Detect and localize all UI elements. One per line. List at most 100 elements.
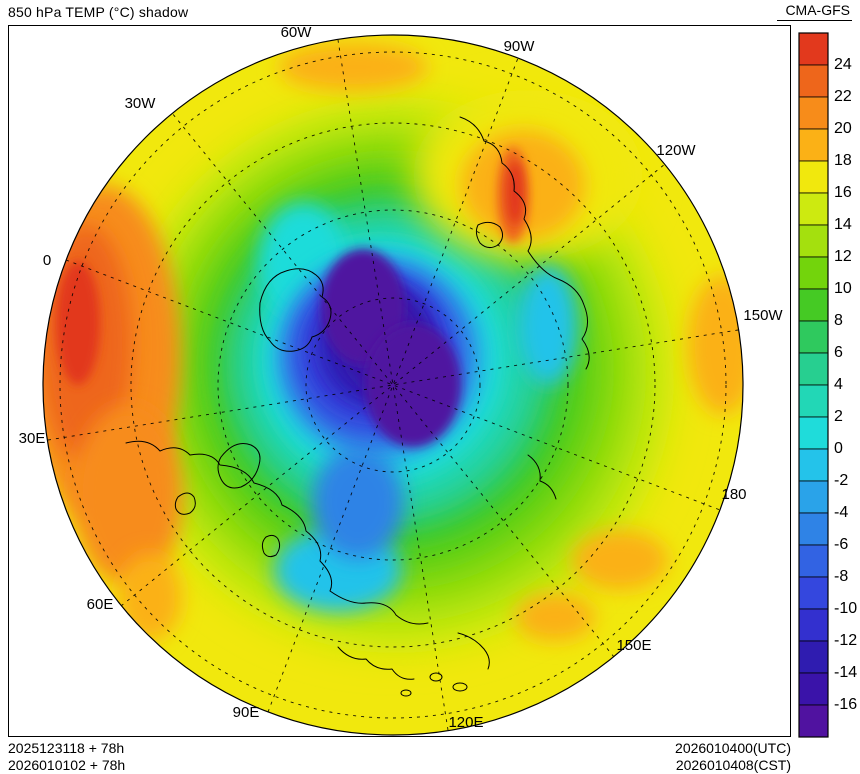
coastline-kamchatka [527,454,557,500]
latitude-circle [59,51,727,719]
coastline-se-asia [337,646,415,680]
latitude-circle [305,297,481,473]
coastline-scandinavia [217,443,261,489]
warm-rim-top [278,43,428,91]
coastlines [125,116,590,697]
colorbar-border [798,32,829,738]
lon-label-90w: 90W [504,38,536,55]
colorbar-tick-label: -14 [834,664,857,681]
colorbar-tick-label: 6 [834,344,843,361]
footer-init-times: 2025123118 + 78h 2026010102 + 78h [8,740,125,774]
warm-rim-lower-right-2 [515,593,595,641]
colorbar-tick-labels: 24 22 20 18 16 14 12 10 8 6 4 2 0 -2 -4 … [834,56,857,713]
colorbar-tick-label: 16 [834,184,852,201]
warm-rim-bottom-left [118,553,182,641]
coastline-greenland [259,268,332,352]
warm-rim-right [688,275,743,415]
coastline-island [452,682,468,692]
colorbar-cell [798,448,829,482]
warm-rim-lower-right-1 [572,530,668,590]
cold-tongue-right [518,265,578,385]
colorbar-cell [798,704,829,738]
colorbar-tick-label: 2 [834,408,843,425]
lon-label-0: 0 [43,252,51,269]
colorbar-cell [798,320,829,354]
coastline-north-america [459,116,590,370]
warm-rim-left-hot [56,261,100,385]
page-title: 850 hPa TEMP (°C) shadow [8,4,189,20]
lon-label-60e: 60E [87,596,114,613]
colorbar-cells [798,32,829,738]
colorbar-cell [798,672,829,706]
lon-label-30e: 30E [19,430,46,447]
colorbar-tick-label: 22 [834,88,852,105]
coastline-island [400,689,412,697]
lon-label-150w: 150W [743,307,783,324]
colorbar-cell [798,64,829,98]
lon-label-90e: 90E [233,704,260,721]
lon-label-60w: 60W [281,24,313,41]
colorbar-cell [798,224,829,258]
colorbar-cell [798,128,829,162]
colorbar-tick-label: 20 [834,120,852,137]
temperature-colorbar: 24 22 20 18 16 14 12 10 8 6 4 2 0 -2 -4 … [798,32,857,738]
coastline-island [429,672,443,682]
colorbar-tick-label: 18 [834,152,852,169]
colorbar-tick-label: -6 [834,536,848,553]
colorbar-cell [798,608,829,642]
coastline-caspian [261,534,281,558]
colorbar-cell [798,160,829,194]
colorbar-tick-label: -8 [834,568,848,585]
colorbar-cell [798,192,829,226]
colorbar-cell [798,384,829,418]
polar-temperature-map: 0 30E 60E 90E 120E 150E 180 150W 120W 90… [8,24,791,737]
coastline-eurasia [125,440,429,625]
lon-label-120e: 120E [448,714,483,731]
cold-blue-arm-south [312,447,404,559]
colorbar-cell [798,544,829,578]
colorbar-cell [798,32,829,66]
colorbar-tick-label: -4 [834,504,848,521]
footer-valid-times: 2026010400(UTC) 2026010408(CST) [675,740,791,774]
colorbar-cell [798,96,829,130]
warm-streak-core [506,161,524,225]
init-time-utc: 2025123118 + 78h [8,740,125,756]
colorbar-cell [798,480,829,514]
colorbar-tick-label: -2 [834,472,848,489]
colorbar-tick-label: 8 [834,312,843,329]
coastline-britain [174,492,196,515]
latitude-circle [217,209,569,561]
coastline-island [475,221,504,249]
init-time-cst: 2026010102 + 78h [8,757,126,773]
colorbar-tick-label: 0 [834,440,843,457]
model-label: CMA-GFS [777,2,852,21]
colorbar-tick-label: 10 [834,280,852,297]
colorbar-cell [798,576,829,610]
meridian-60e-120w [120,163,666,607]
colorbar-tick-label: -12 [834,632,857,649]
colorbar-cell [798,256,829,290]
plot-frame [8,25,791,737]
lon-label-180: 180 [721,486,746,503]
colorbar-tick-label: -10 [834,600,857,617]
colorbar-tick-label: -16 [834,696,857,713]
colorbar-tick-label: 14 [834,216,852,233]
meridian-150e-30w [171,112,615,658]
coastline-japan [457,632,490,670]
colorbar-cell [798,352,829,386]
colorbar-cell [798,640,829,674]
colorbar-tick-label: 24 [834,56,852,73]
cold-core-south [365,323,461,447]
map-boundary-circle [42,34,744,736]
colorbar-cell [798,416,829,450]
warm-rim-lower-left [73,405,183,585]
lon-label-150e: 150E [616,637,651,654]
longitude-labels: 0 30E 60E 90E 120E 150E 180 150W 120W 90… [19,24,784,731]
colorbar-tick-label: 12 [834,248,852,265]
valid-time-utc: 2026010400(UTC) [675,740,791,756]
lon-label-30w: 30W [125,95,157,112]
graticule [47,39,739,731]
colorbar-tick-label: 4 [834,376,843,393]
lon-label-120w: 120W [656,142,696,159]
